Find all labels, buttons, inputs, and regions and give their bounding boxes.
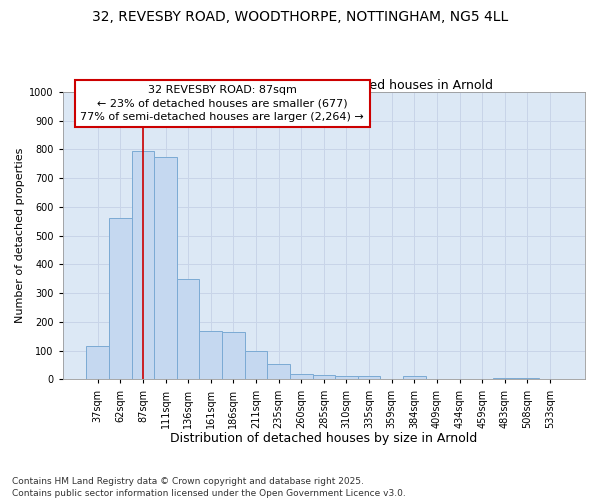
Bar: [403, 376, 425, 380]
Text: 32, REVESBY ROAD, WOODTHORPE, NOTTINGHAM, NG5 4LL: 32, REVESBY ROAD, WOODTHORPE, NOTTINGHAM…: [92, 10, 508, 24]
Text: Contains HM Land Registry data © Crown copyright and database right 2025.
Contai: Contains HM Land Registry data © Crown c…: [12, 476, 406, 498]
Bar: [177, 279, 199, 380]
Bar: [199, 330, 222, 380]
Bar: [290, 374, 313, 380]
Bar: [222, 332, 245, 380]
Bar: [516, 378, 539, 380]
Bar: [109, 218, 131, 380]
Bar: [245, 350, 268, 380]
Bar: [493, 378, 516, 380]
Title: Size of property relative to detached houses in Arnold: Size of property relative to detached ho…: [155, 79, 493, 92]
Bar: [154, 156, 177, 380]
Bar: [131, 151, 154, 380]
X-axis label: Distribution of detached houses by size in Arnold: Distribution of detached houses by size …: [170, 432, 478, 445]
Text: 32 REVESBY ROAD: 87sqm
← 23% of detached houses are smaller (677)
77% of semi-de: 32 REVESBY ROAD: 87sqm ← 23% of detached…: [80, 86, 364, 122]
Bar: [268, 364, 290, 380]
Y-axis label: Number of detached properties: Number of detached properties: [15, 148, 25, 324]
Bar: [313, 375, 335, 380]
Bar: [335, 376, 358, 380]
Bar: [358, 376, 380, 380]
Bar: [86, 346, 109, 380]
